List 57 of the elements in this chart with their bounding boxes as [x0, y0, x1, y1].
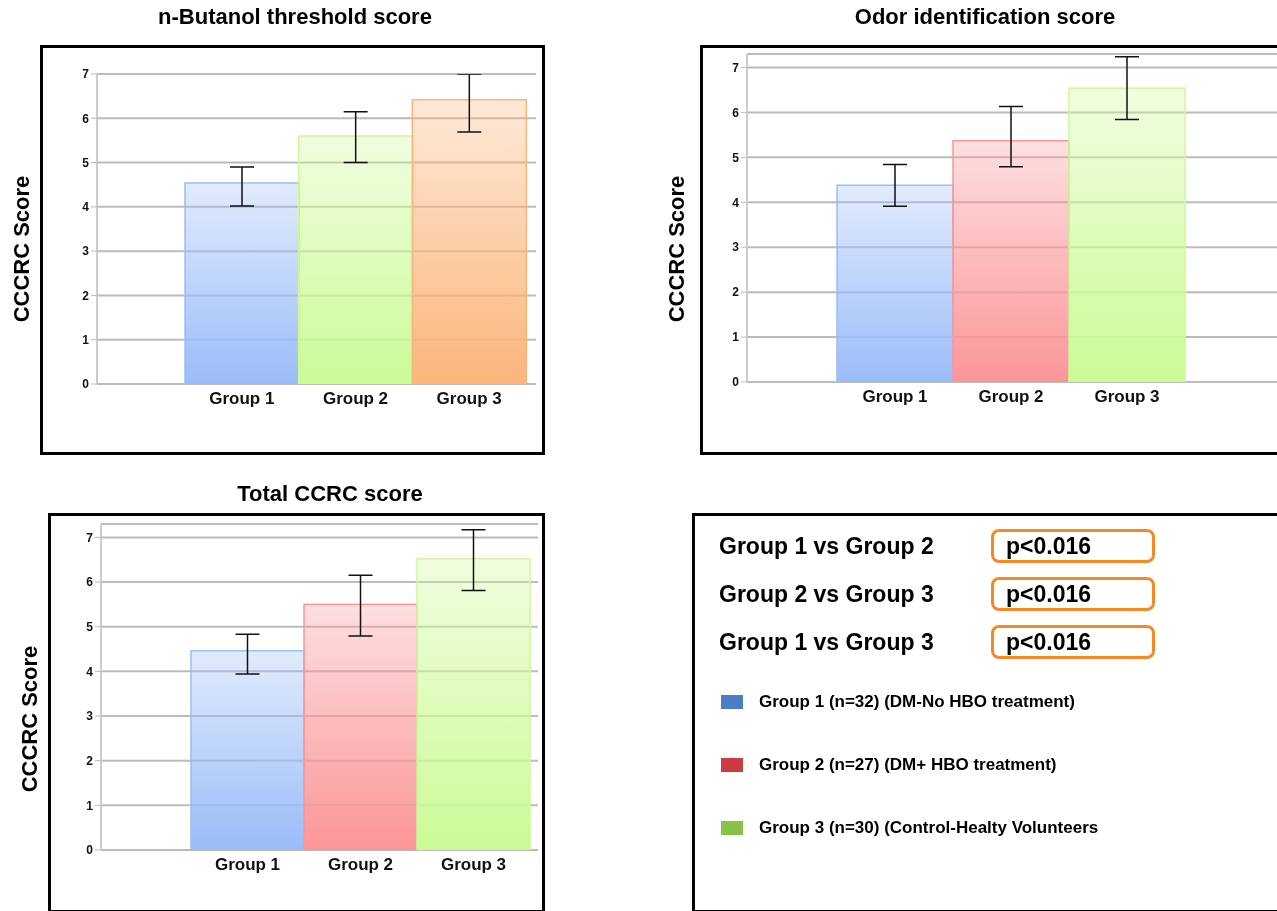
x-tick-label: Group 2	[322, 389, 389, 409]
category-label: Group 2 (n=27) (DM+ HBO treatment)	[759, 755, 1057, 775]
y-tick-label: 5	[732, 150, 740, 165]
chart-title: Odor identification score	[853, 4, 1117, 30]
text: p<0.016	[991, 577, 1155, 611]
category-label: Group 1 (n=32) (DM-No HBO treatment)	[759, 692, 1075, 712]
y-tick-label: 5	[86, 619, 94, 634]
x-tick-label: Group 3	[1094, 387, 1160, 407]
x-tick-label: Group 2	[327, 855, 394, 875]
bar	[184, 182, 300, 384]
y-tick-label: 2	[732, 285, 740, 300]
y-tick-label: 0	[86, 843, 94, 858]
text: p<0.016	[991, 529, 1155, 563]
text: Group 2 vs Group 3	[719, 580, 935, 608]
y-axis-title: CCCRC Score	[17, 644, 43, 795]
y-tick-label: 6	[732, 105, 740, 120]
y-tick-label: 6	[82, 111, 90, 126]
y-tick-label: 4	[732, 195, 740, 210]
y-tick-label: 1	[732, 330, 740, 345]
text: Group 1 vs Group 3	[719, 628, 935, 656]
y-tick-label: 0	[82, 377, 90, 392]
y-tick-label: 7	[86, 530, 94, 545]
text: p<0.016	[991, 625, 1155, 659]
y-tick-label: 7	[82, 67, 90, 82]
y-axis-title: CCCRC Score	[9, 174, 35, 325]
chart-title: n-Butanol threshold score	[157, 4, 433, 30]
y-axis-title: CCCRC Score	[664, 174, 690, 325]
bar	[303, 603, 418, 850]
bar	[416, 558, 531, 850]
x-tick-label: Group 1	[214, 855, 281, 875]
y-tick-label: 2	[82, 288, 90, 303]
y-tick-label: 4	[82, 200, 90, 215]
text: Group 1 vs Group 2	[719, 532, 935, 560]
y-tick-label: 0	[732, 375, 740, 390]
bar	[411, 98, 528, 384]
y-tick-label: 1	[82, 332, 90, 347]
y-tick-label: 3	[86, 709, 94, 724]
y-tick-label: 5	[82, 155, 90, 170]
bar	[1068, 87, 1186, 382]
x-tick-label: Group 2	[978, 387, 1044, 407]
category-label: Group 3 (n=30) (Control-Healty Volunteers	[759, 818, 1099, 838]
bar	[952, 139, 1070, 382]
chart-title: Total CCRC score	[236, 481, 424, 507]
y-tick-label: 1	[86, 798, 94, 813]
y-tick-label: 2	[86, 753, 94, 768]
x-tick-label: Group 1	[862, 387, 928, 407]
bar	[190, 650, 305, 850]
bar	[297, 135, 414, 384]
y-tick-label: 6	[86, 575, 94, 590]
x-tick-label: Group 1	[209, 389, 275, 409]
y-tick-label: 7	[732, 60, 740, 75]
x-tick-label: Group 3	[436, 389, 502, 409]
x-tick-label: Group 3	[440, 855, 507, 875]
y-tick-label: 3	[732, 240, 740, 255]
bar	[836, 184, 954, 382]
y-tick-label: 3	[82, 244, 90, 259]
y-tick-label: 4	[86, 664, 94, 679]
